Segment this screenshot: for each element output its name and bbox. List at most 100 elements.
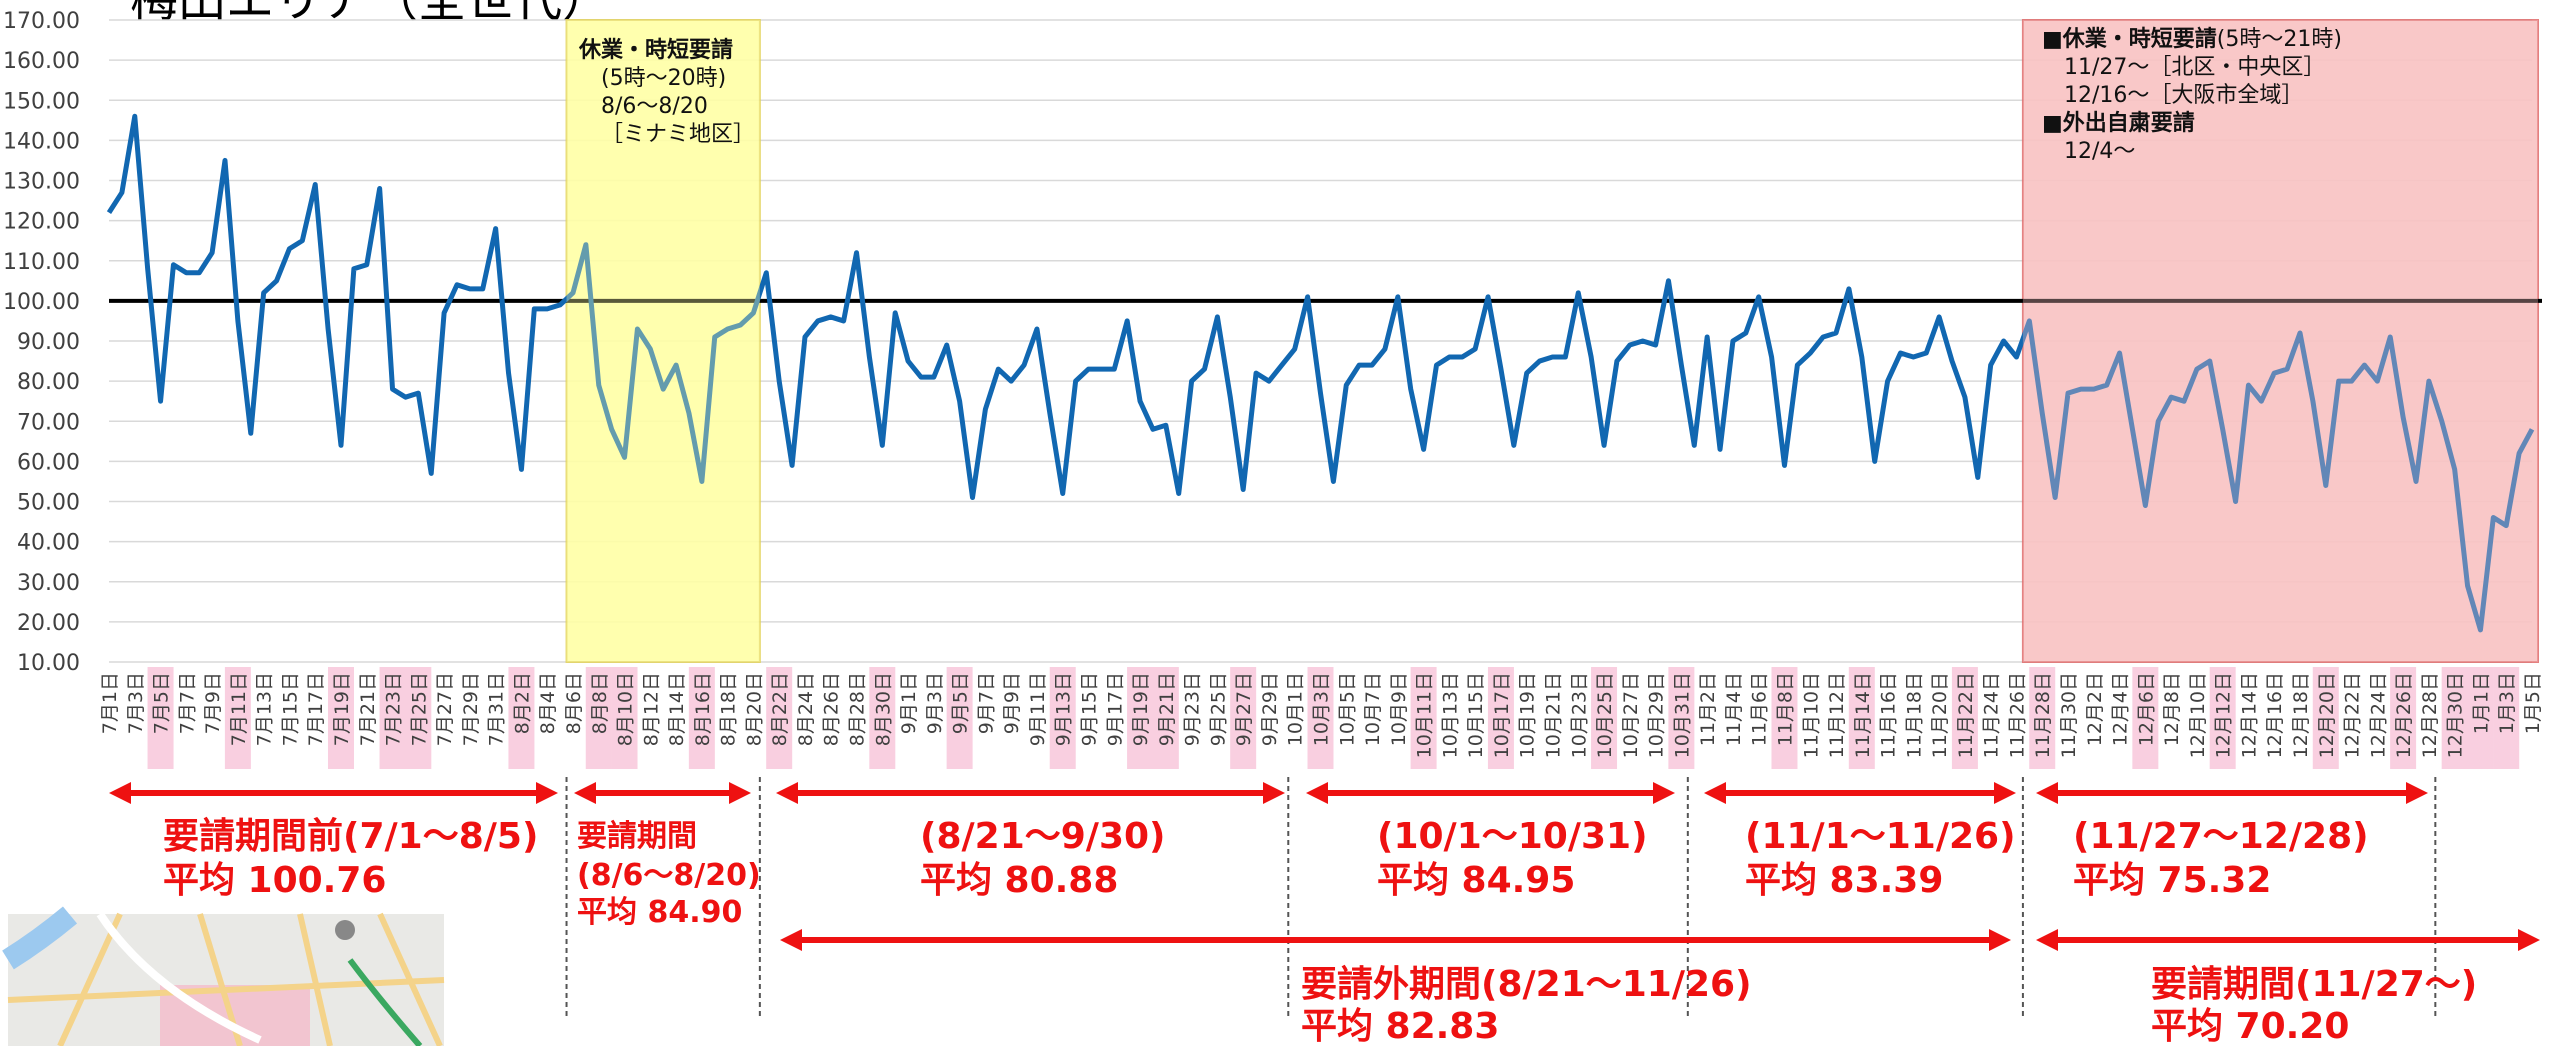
- arrow-head: [1989, 929, 2011, 951]
- x-tick-label: 10月23日: [1568, 672, 1590, 758]
- x-tick-label: 7月17日: [305, 672, 327, 746]
- period-label: (8/21〜9/30): [920, 816, 1166, 857]
- x-tick-label: 11月30日: [2058, 672, 2080, 758]
- x-tick-label: 10月5日: [1336, 672, 1358, 746]
- x-tick-label: 10月29日: [1646, 672, 1668, 758]
- annotation-text: (5時〜21時): [2217, 27, 2342, 52]
- annotation-text: 12/4〜: [2064, 139, 2135, 164]
- x-tick-label: 9月21日: [1156, 672, 1178, 746]
- x-tick-label: 9月29日: [1259, 672, 1281, 746]
- x-tick-label: 7月9日: [202, 672, 224, 734]
- x-tick-label: 8月28日: [847, 672, 869, 746]
- x-tick-label: 1月5日: [2522, 672, 2544, 734]
- x-tick-label: 12月12日: [2213, 672, 2235, 758]
- x-tick-label: 12月2日: [2084, 672, 2106, 746]
- x-tick-label: 11月14日: [1852, 672, 1874, 758]
- x-tick-label: 7月29日: [460, 672, 482, 746]
- arrow-head: [729, 782, 751, 804]
- x-tick-label: 7月31日: [486, 672, 508, 746]
- annotation: (5時〜20時): [601, 66, 726, 91]
- x-tick-label: 10月13日: [1439, 672, 1461, 758]
- x-tick-label: 7月11日: [228, 672, 250, 746]
- x-tick-label: 10月9日: [1388, 672, 1410, 746]
- x-tick-label: 10月11日: [1414, 672, 1436, 758]
- annotation-bold: ■休業・時短要請: [2042, 26, 2217, 52]
- x-tick-label: 12月28日: [2419, 672, 2441, 758]
- arrow-head: [2518, 929, 2540, 951]
- annotation-text: (5時〜20時): [601, 66, 726, 91]
- y-tick-label: 170.00: [3, 9, 80, 34]
- x-tick-label: 10月19日: [1517, 672, 1539, 758]
- arrow-head: [1704, 782, 1726, 804]
- arrow-head: [1994, 782, 2016, 804]
- y-tick-label: 110.00: [3, 250, 80, 275]
- x-tick-label: 12月16日: [2264, 672, 2286, 758]
- x-tick-label: 11月26日: [2006, 672, 2028, 758]
- x-tick-label: 11月24日: [1981, 672, 2003, 758]
- x-tick-label: 7月21日: [357, 672, 379, 746]
- x-tick-label: 10月21日: [1542, 672, 1564, 758]
- annotation: ■外出自粛要請: [2042, 110, 2195, 136]
- arrow-head: [1263, 782, 1285, 804]
- x-tick-label: 12月18日: [2290, 672, 2312, 758]
- x-tick-label: 7月13日: [254, 672, 276, 746]
- x-tick-label: 11月2日: [1697, 672, 1719, 746]
- x-tick-label: 7月25日: [408, 672, 430, 746]
- x-tick-label: 7月27日: [434, 672, 456, 746]
- x-tick-label: 8月22日: [769, 672, 791, 746]
- y-tick-label: 70.00: [17, 410, 80, 435]
- annotation-text: 8/6〜8/20: [601, 94, 708, 119]
- period-label: 平均 80.88: [920, 860, 1118, 901]
- period-label: 要請期間: [577, 819, 697, 854]
- y-tick-label: 20.00: [17, 611, 80, 636]
- period-label: 平均 84.95: [1377, 860, 1575, 901]
- period-label: 平均 70.20: [2151, 1006, 2349, 1046]
- x-tick-label: 10月27日: [1620, 672, 1642, 758]
- chart-title: 梅田エリア（全世代）: [130, 0, 610, 28]
- x-tick-label: 9月27日: [1233, 672, 1255, 746]
- annotation: 8/6〜8/20: [601, 94, 708, 119]
- y-tick-label: 140.00: [3, 129, 80, 154]
- period-label: 平均 82.83: [1301, 1006, 1499, 1046]
- x-tick-label: 9月25日: [1207, 672, 1229, 746]
- x-tick-label: 8月8日: [589, 672, 611, 734]
- arrow-head: [109, 782, 131, 804]
- x-tick-label: 10月3日: [1311, 672, 1333, 746]
- period-label: 平均 84.90: [577, 895, 742, 930]
- y-tick-label: 60.00: [17, 450, 80, 475]
- x-tick-label: 11月10日: [1800, 672, 1822, 758]
- x-tick-label: 10月1日: [1285, 672, 1307, 746]
- y-tick-label: 30.00: [17, 571, 80, 596]
- x-tick-label: 8月14日: [666, 672, 688, 746]
- map-thumbnail: [8, 914, 444, 1046]
- y-tick-label: 160.00: [3, 49, 80, 74]
- y-tick-label: 120.00: [3, 210, 80, 235]
- x-tick-label: 9月9日: [1001, 672, 1023, 734]
- x-tick-label: 12月24日: [2367, 672, 2389, 758]
- x-tick-label: 7月15日: [279, 672, 301, 746]
- y-tick-label: 50.00: [17, 491, 80, 516]
- period-label: 平均 75.32: [2073, 860, 2271, 901]
- x-tick-label: 9月13日: [1053, 672, 1075, 746]
- x-tick-label: 7月7日: [176, 672, 198, 734]
- x-tick-label: 8月10日: [615, 672, 637, 746]
- arrow-head: [2406, 782, 2428, 804]
- annotation-text: ［ミナミ地区］: [601, 122, 755, 147]
- x-tick-label: 8月18日: [718, 672, 740, 746]
- x-tick-label: 11月16日: [1878, 672, 1900, 758]
- period-label: 要請期間(11/27〜): [2151, 964, 2477, 1005]
- x-tick-label: 10月17日: [1491, 672, 1513, 758]
- arrow-head: [536, 782, 558, 804]
- period-label: 平均 100.76: [163, 860, 386, 901]
- x-tick-label: 12月8日: [2161, 672, 2183, 746]
- x-tick-label: 11月28日: [2032, 672, 2054, 758]
- x-tick-label: 9月3日: [924, 672, 946, 734]
- x-tick-label: 10月15日: [1465, 672, 1487, 758]
- x-tick-label: 9月11日: [1027, 672, 1049, 746]
- annotation-bold: ■外出自粛要請: [2042, 110, 2195, 136]
- x-tick-label: 9月7日: [975, 672, 997, 734]
- y-tick-label: 40.00: [17, 531, 80, 556]
- x-tick-label: 12月10日: [2187, 672, 2209, 758]
- x-tick-label: 11月20日: [1929, 672, 1951, 758]
- x-tick-label: 11月22日: [1955, 672, 1977, 758]
